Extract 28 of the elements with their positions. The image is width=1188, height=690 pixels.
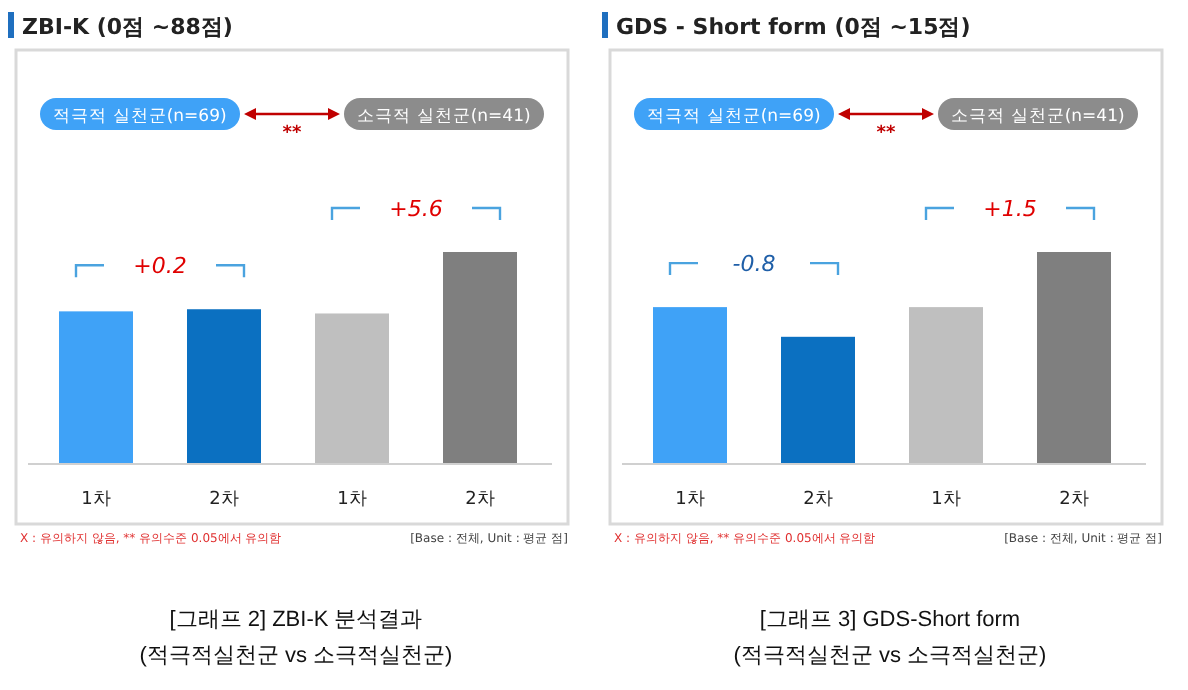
text: +5.6: [389, 196, 443, 222]
chart-title: GDS - Short form (0점 ~15점): [616, 14, 971, 40]
text: [그래프 3] GDS-Short form: [759, 608, 1021, 632]
text: 소극적 실천군(n=41): [951, 107, 1125, 127]
x-tick-label: 1차: [337, 490, 367, 510]
annotation: -0.8: [732, 251, 776, 278]
bar: [315, 313, 389, 464]
x-tick-label: 2차: [803, 490, 833, 510]
bar: [59, 311, 133, 464]
text: +1.5: [983, 196, 1037, 222]
text: **: [876, 124, 896, 144]
bar: [187, 309, 261, 464]
bar: [443, 252, 517, 464]
annotation: +0.2: [133, 253, 187, 280]
x-tick-label: 1차: [675, 490, 705, 510]
text: (적극적실천군 vs 소극적실천군): [139, 644, 453, 668]
x-tick-label: 2차: [209, 490, 239, 510]
text: [그래프 2] ZBI-K 분석결과: [169, 608, 423, 632]
text: 적극적 실천군(n=69): [647, 107, 821, 127]
text: **: [282, 124, 302, 144]
x-tick-label: 2차: [465, 490, 495, 510]
chart-title: ZBI-K (0점 ~88점): [22, 14, 233, 40]
x-tick-label: 1차: [81, 490, 111, 510]
text: 적극적 실천군(n=69): [53, 107, 227, 127]
x-tick-label: 2차: [1059, 490, 1089, 510]
text: (적극적실천군 vs 소극적실천군): [733, 644, 1047, 668]
text: 소극적 실천군(n=41): [357, 107, 531, 127]
x-tick-label: 1차: [931, 490, 961, 510]
